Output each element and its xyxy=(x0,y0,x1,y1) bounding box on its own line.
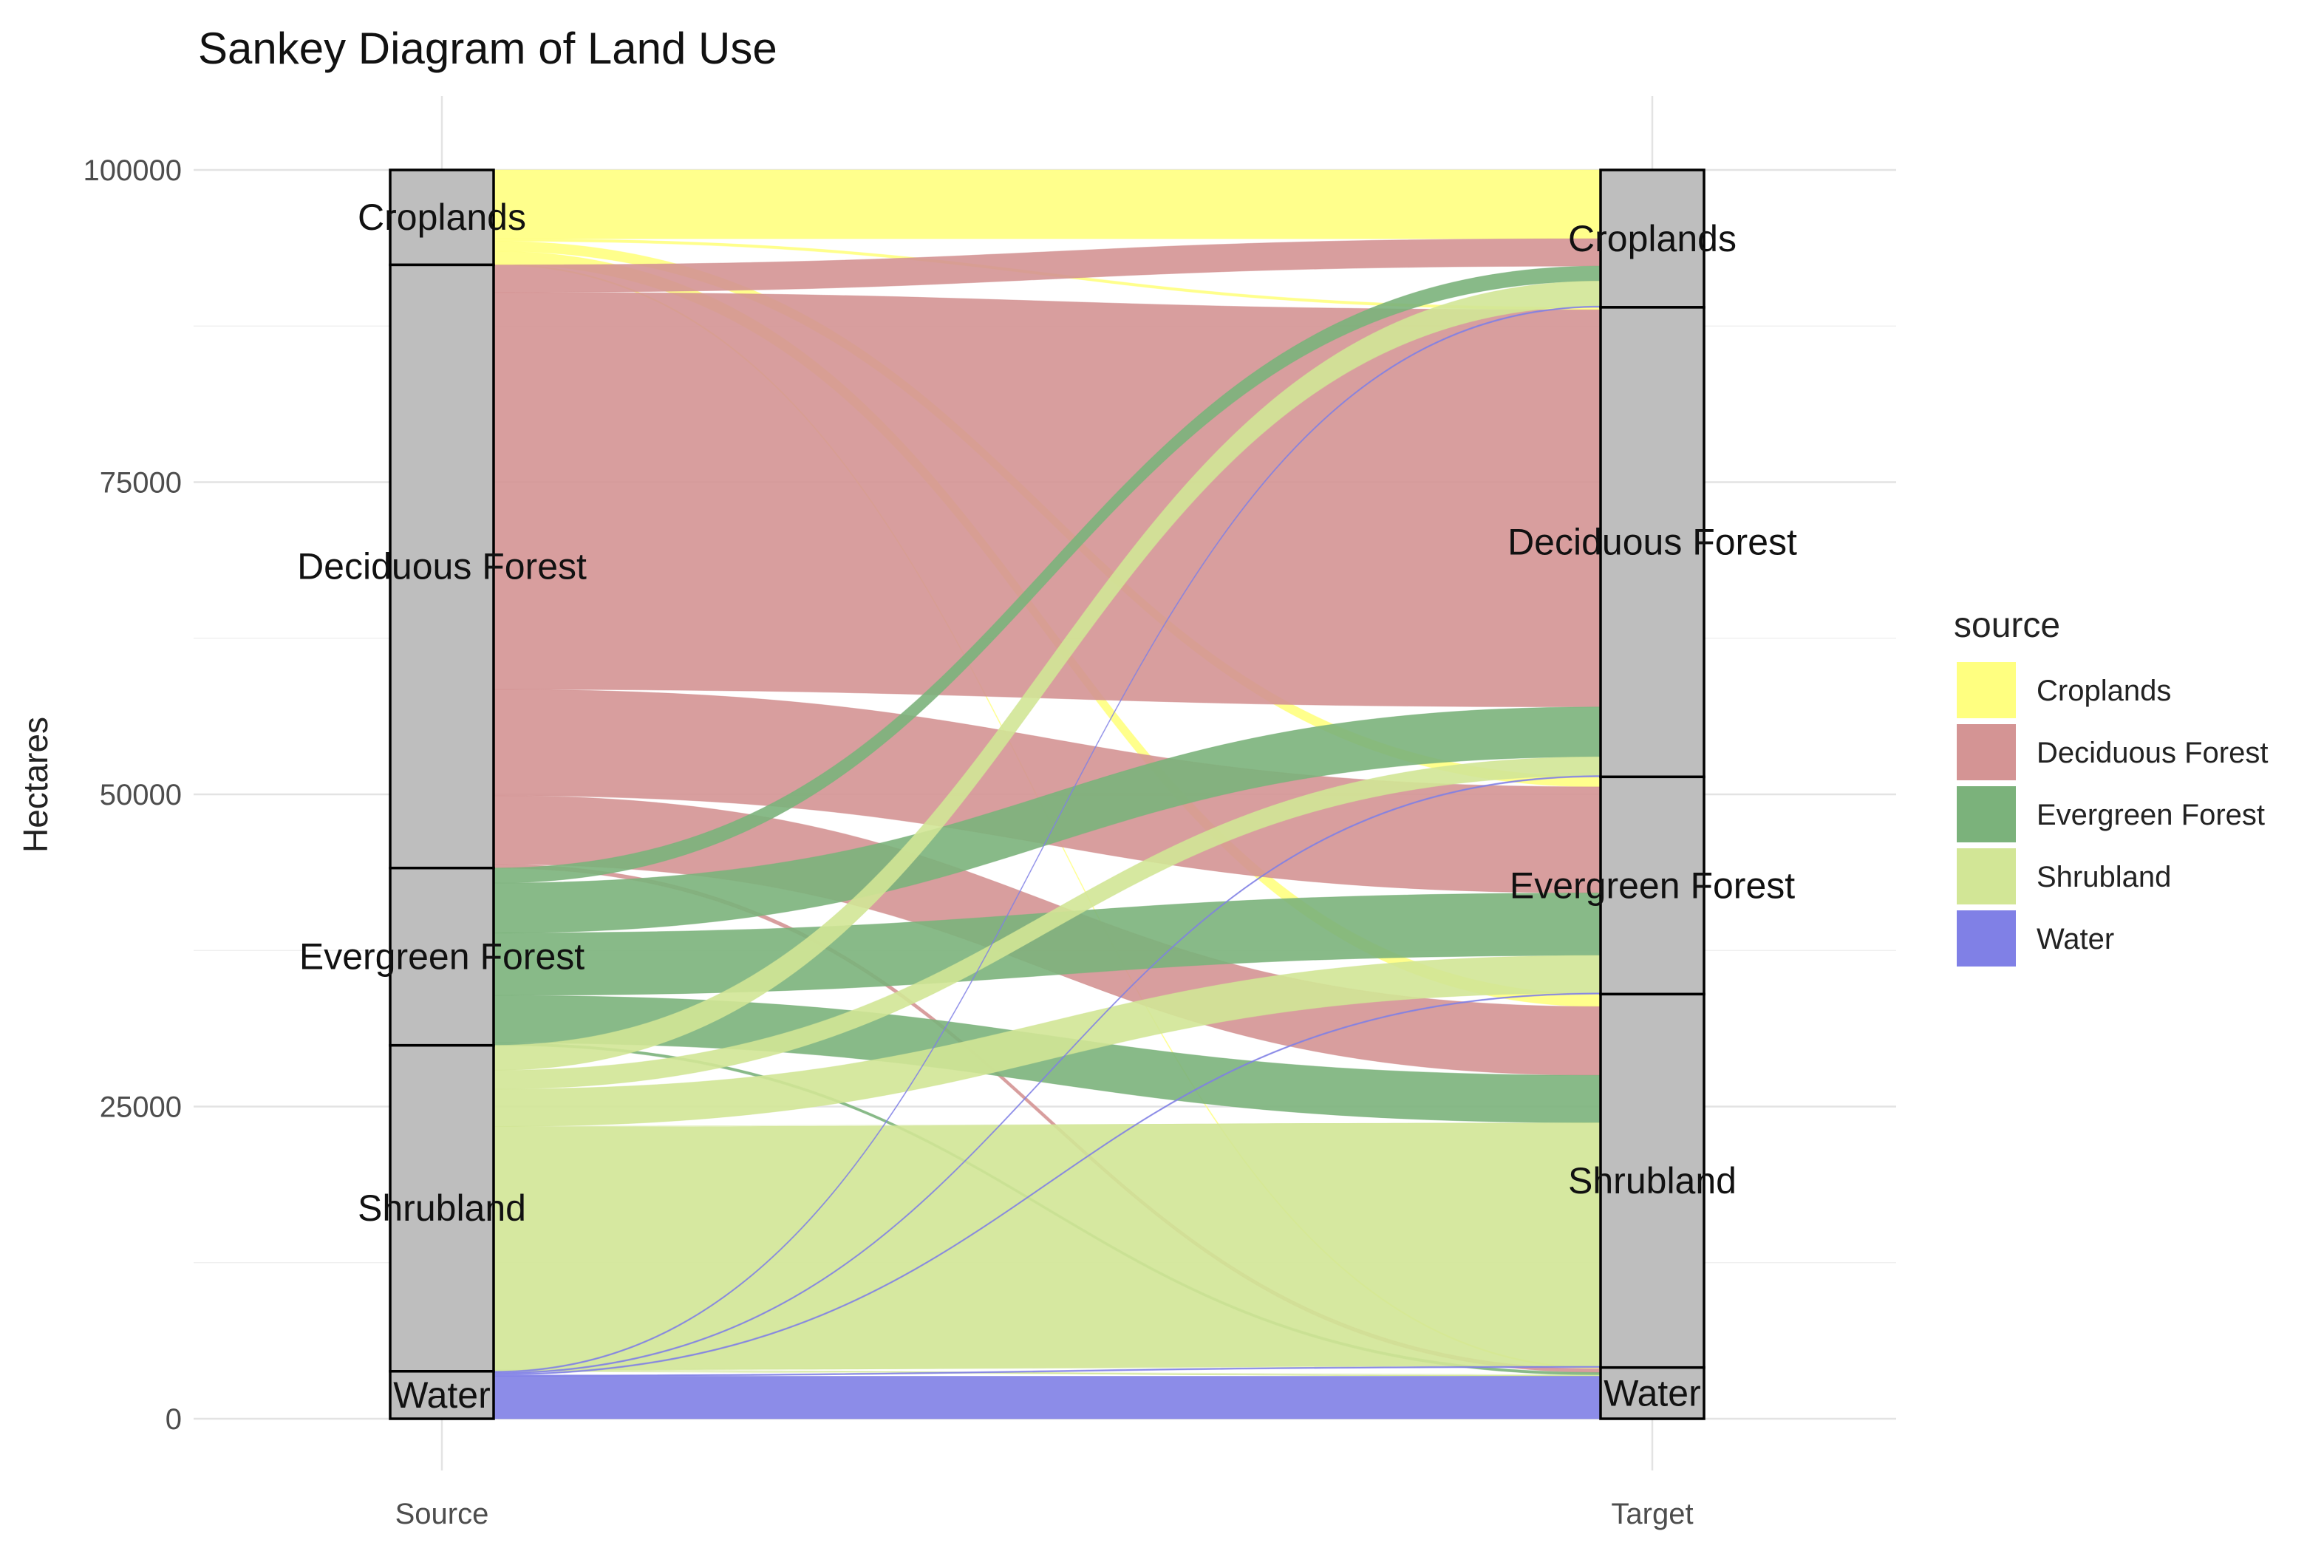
y-tick-label: 25000 xyxy=(100,1091,182,1124)
source-node-label-shrubland: Shrubland xyxy=(358,1187,526,1229)
legend-items: Croplands Deciduous Forest Evergreen Fores… xyxy=(1957,662,2268,967)
y-axis-title: Hectares xyxy=(16,717,55,853)
source-node-label-croplands: Croplands xyxy=(358,197,526,238)
x-tick-label-target: Target xyxy=(1611,1498,1693,1530)
flow-deciduous-forest-to-croplands xyxy=(494,239,1601,293)
legend-label-shrubland: Shrubland xyxy=(2037,861,2171,893)
flow-croplands-to-croplands xyxy=(494,170,1601,239)
target-node-label-evergreen-forest: Evergreen Forest xyxy=(1510,865,1795,906)
legend-swatch-water xyxy=(1957,910,2016,967)
flow-deciduous-forest-to-deciduous-forest xyxy=(494,293,1601,707)
target-node-label-water: Water xyxy=(1604,1372,1701,1414)
y-tick-label: 100000 xyxy=(84,154,182,187)
chart-title: Sankey Diagram of Land Use xyxy=(198,24,777,73)
flow-layer xyxy=(494,170,1601,1419)
y-tick-label: 75000 xyxy=(100,467,182,500)
y-tick-label: 0 xyxy=(166,1403,182,1436)
legend-swatch-deciduous-forest xyxy=(1957,724,2016,780)
x-axis-ticks: Source Target xyxy=(395,1498,1694,1530)
legend-title: source xyxy=(1954,606,2060,645)
target-node-label-shrubland: Shrubland xyxy=(1568,1160,1737,1201)
flow-shrubland-to-shrubland xyxy=(494,1122,1601,1370)
legend-label-water: Water xyxy=(2037,923,2114,955)
y-axis-ticks: 0 25000 50000 75000 100000 xyxy=(84,154,182,1436)
flow-water-to-water xyxy=(494,1377,1601,1419)
legend: source Croplands Deciduous Forest Evergree… xyxy=(1954,606,2268,967)
legend-label-evergreen-forest: Evergreen Forest xyxy=(2037,799,2265,831)
x-tick-label-source: Source xyxy=(395,1498,489,1530)
source-node-label-water: Water xyxy=(393,1374,491,1416)
source-node-label-deciduous-forest: Deciduous Forest xyxy=(297,546,587,587)
legend-label-deciduous-forest: Deciduous Forest xyxy=(2037,737,2268,769)
legend-swatch-croplands xyxy=(1957,662,2016,718)
legend-label-croplands: Croplands xyxy=(2037,675,2171,707)
legend-swatch-shrubland xyxy=(1957,848,2016,904)
legend-swatch-evergreen-forest xyxy=(1957,786,2016,842)
y-tick-label: 50000 xyxy=(100,779,182,811)
target-node-label-croplands: Croplands xyxy=(1568,218,1737,259)
target-node-label-deciduous-forest: Deciduous Forest xyxy=(1507,522,1797,563)
sankey-chart: Croplands Deciduous Forest Evergreen Fores… xyxy=(0,0,2324,1568)
source-node-label-evergreen-forest: Evergreen Forest xyxy=(299,936,585,978)
